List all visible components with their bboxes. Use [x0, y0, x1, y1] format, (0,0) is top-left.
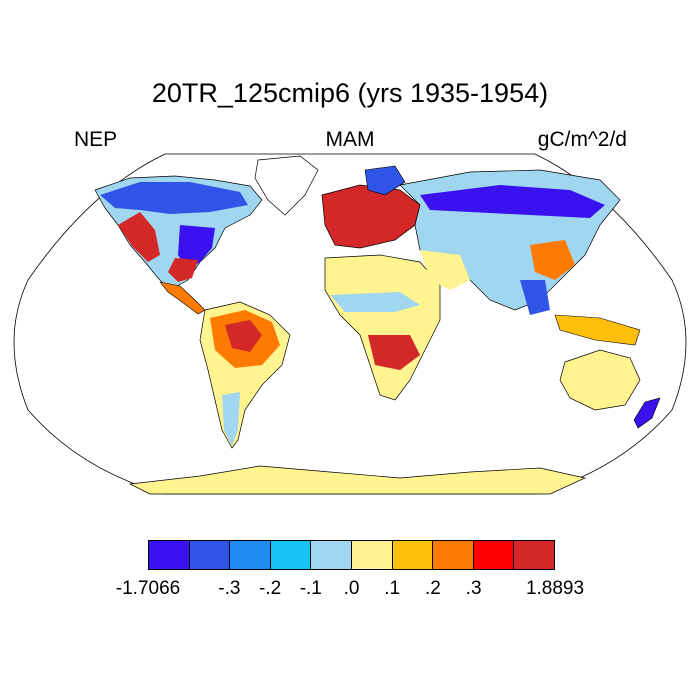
colorbar-tick-label: 1.8893 [525, 578, 585, 599]
amazon-core [225, 320, 262, 352]
greenland [254, 155, 319, 216]
scandinavia [364, 165, 406, 196]
north-america-east [178, 225, 215, 270]
variable-label: NEP [74, 128, 118, 151]
colorbar-box-0 [149, 541, 190, 569]
colorbar-tick-label: -.1 [299, 578, 322, 599]
north-america-north-band [100, 182, 248, 214]
new-zealand [633, 397, 661, 429]
colorbar-box-4 [311, 541, 352, 569]
africa [324, 254, 441, 401]
australia [559, 349, 641, 411]
colorbar-tick-label: .1 [384, 578, 401, 599]
colorbar-box-9 [514, 541, 554, 569]
colorbar-tick-label: -.3 [218, 578, 241, 599]
colorbar [148, 540, 555, 570]
antarctica [128, 465, 587, 495]
china-east [530, 240, 575, 280]
season-label: MAM [325, 128, 375, 151]
colorbar-tick-label: .3 [465, 578, 482, 599]
siberia-band [420, 185, 605, 218]
colorbar-box-3 [270, 541, 312, 569]
colorbar-box-7 [433, 541, 474, 569]
colorbar-tick-label: -.2 [259, 578, 282, 599]
north-america-southeast [168, 258, 198, 282]
colorbar-box-5 [351, 541, 393, 569]
colorbar-tick-label: .0 [343, 578, 360, 599]
north-america-west-coast [118, 212, 160, 262]
units-label: gC/m^2/d [537, 128, 627, 151]
south-america-south [222, 392, 240, 446]
southern-africa [368, 335, 420, 370]
map-title: 20TR_125cmip6 (yrs 1935-1954) [151, 78, 549, 108]
central-america [159, 281, 206, 315]
southeast-asia [520, 280, 550, 315]
colorbar-tick-label: .2 [424, 578, 441, 599]
middle-east [420, 250, 470, 290]
maritime-continent [554, 314, 641, 346]
colorbar-box-1 [189, 541, 231, 569]
colorbar-box-2 [230, 541, 271, 569]
colorbar-box-8 [473, 541, 515, 569]
colorbar-tick-label: -1.7066 [115, 578, 181, 599]
colorbar-box-6 [392, 541, 434, 569]
sahel-band [330, 292, 420, 312]
